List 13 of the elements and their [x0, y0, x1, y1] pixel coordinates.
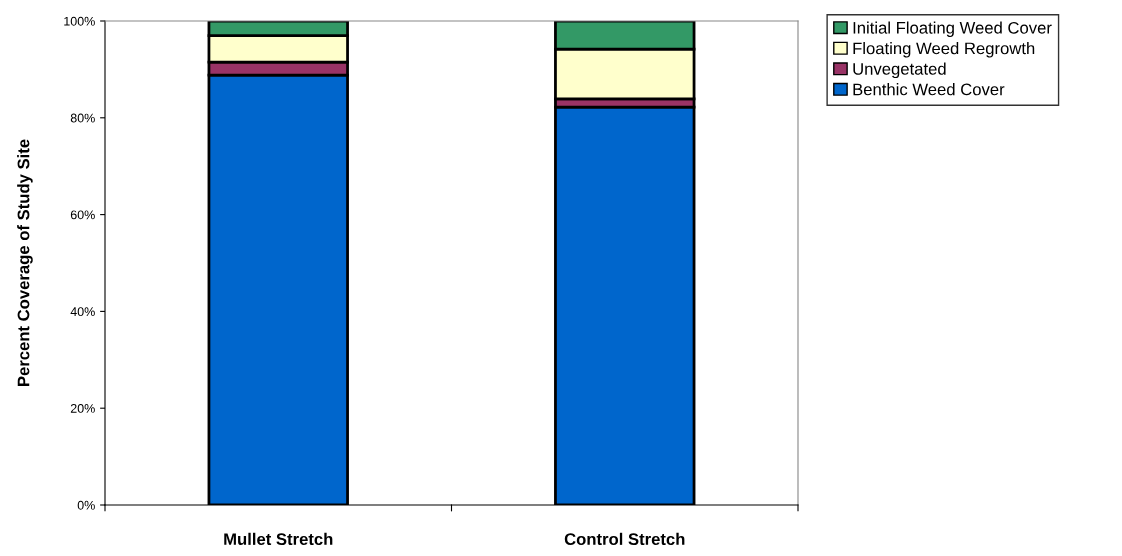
y-tick-label: 20% [70, 404, 95, 413]
x-tick-label: Control Stretch [564, 532, 685, 546]
legend-label: Unvegetated [853, 62, 946, 79]
y-axis-title: Percent Coverage of Study Site [17, 139, 33, 386]
y-tick-label: 80% [70, 113, 95, 123]
y-tick-label: 0% [77, 500, 95, 510]
legend-label: Floating Weed Regrowth [853, 42, 1035, 58]
y-tick-label: 100% [64, 16, 95, 26]
legend-label: Initial Floating Weed Cover [853, 21, 1052, 38]
x-tick-label: Mullet Stretch [224, 532, 333, 546]
y-tick-label: 60% [70, 210, 95, 220]
legend-label: Benthic Weed Cover [853, 83, 1005, 96]
y-tick-label: 40% [70, 307, 95, 317]
